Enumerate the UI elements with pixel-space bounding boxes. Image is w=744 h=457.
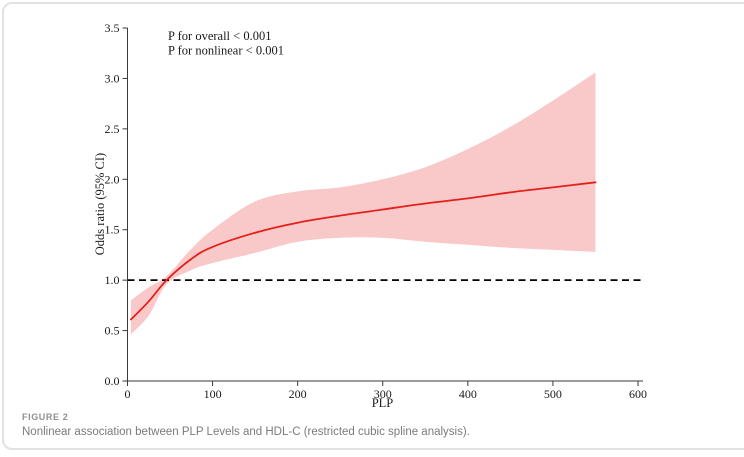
x-tick-label: 600 bbox=[629, 387, 647, 401]
x-axis-title: PLP bbox=[371, 396, 394, 410]
y-tick-label: 2.5 bbox=[105, 122, 120, 136]
y-axis-title: Odds ratio (95% CI) bbox=[93, 152, 107, 256]
y-tick-label: 1.5 bbox=[105, 223, 120, 237]
x-tick-label: 100 bbox=[204, 387, 222, 401]
y-tick-label: 2.0 bbox=[105, 172, 120, 186]
confidence-band bbox=[130, 72, 596, 335]
p-value-annotation: P for nonlinear < 0.001 bbox=[168, 44, 284, 58]
x-tick-label: 500 bbox=[544, 387, 562, 401]
x-tick-label: 300 bbox=[374, 387, 392, 401]
y-tick-label: 0.0 bbox=[105, 374, 120, 388]
rcs-chart: 0.0 0.5 1.0 1.5 2.0 2.5 3.0 3.5 0 100 200 300 400 500… bbox=[105, 21, 648, 401]
y-tick-label: 1.0 bbox=[105, 273, 120, 287]
spline-curve bbox=[130, 181, 597, 321]
x-tick-label: 0 bbox=[125, 387, 131, 401]
y-tick-label: 3.0 bbox=[105, 71, 120, 85]
figure-caption-block: FIGURE 2 Nonlinear association between P… bbox=[22, 412, 702, 438]
p-value-annotation: P for overall < 0.001 bbox=[168, 29, 271, 43]
y-tick-label: 0.5 bbox=[105, 324, 120, 338]
figure-caption: Nonlinear association between PLP Levels… bbox=[22, 426, 470, 438]
x-tick-label: 400 bbox=[459, 387, 477, 401]
figure-label: FIGURE 2 bbox=[22, 412, 69, 422]
x-tick-label: 200 bbox=[289, 387, 307, 401]
y-tick-label: 3.5 bbox=[105, 21, 120, 35]
